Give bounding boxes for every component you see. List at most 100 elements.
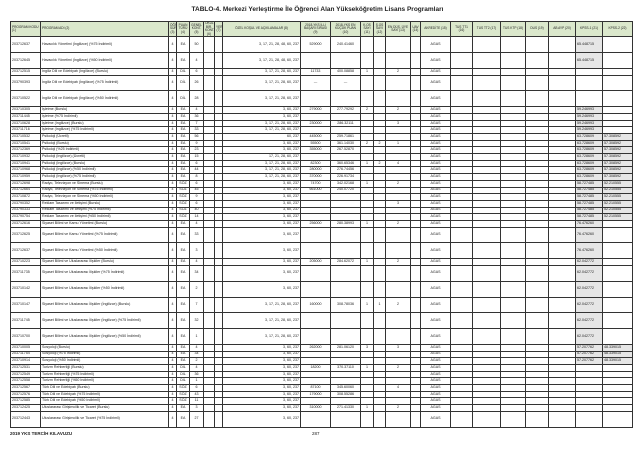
table-cell (214, 363, 223, 372)
table-cell (330, 226, 361, 244)
program-code-cell: 203712698 (10, 179, 41, 188)
table-cell (500, 312, 526, 330)
table-cell: 1 (385, 139, 411, 148)
table-cell (450, 74, 473, 92)
table-cell (410, 280, 421, 298)
table-cell (500, 384, 526, 392)
table-cell (548, 397, 576, 406)
table-cell: 63.728609 (575, 139, 603, 148)
program-code-cell: 203712585 (10, 397, 41, 406)
table-cell (385, 213, 411, 221)
table-cell (360, 357, 374, 365)
table-cell (472, 133, 501, 141)
table-cell (472, 199, 501, 208)
table-cell: 280.38993 (330, 219, 361, 228)
table-cell (203, 126, 215, 134)
table-cell: 4 (385, 159, 411, 168)
table-cell (360, 173, 374, 181)
table-cell (214, 312, 223, 330)
table-cell (500, 186, 526, 195)
table-row: 203712625 Siyaset Bilimi ve Kamu Yönetimi… (10, 226, 633, 244)
table-cell (410, 242, 421, 260)
table-cell: AGAS (420, 242, 451, 260)
table-cell (385, 133, 411, 141)
table-cell (500, 133, 526, 141)
table-cell (410, 206, 421, 215)
column-header: UAV (14) (410, 20, 421, 38)
column-header: AKREDİTE (15) (420, 20, 451, 38)
table-cell (214, 390, 223, 399)
table-cell (300, 126, 331, 134)
table-row: 203710541 Psikoloji (Burslu) 4 EA 9 3, 60, 23… (10, 139, 633, 148)
table-cell: AGAS (420, 193, 451, 201)
table-cell (373, 112, 386, 121)
table-cell (203, 139, 215, 148)
table-cell (214, 370, 223, 379)
table-row: 203790393 İngiliz Dili ve Edebiyatı (İngi… (10, 74, 633, 92)
table-cell (548, 213, 576, 221)
table-cell (214, 159, 223, 168)
table-cell: 17, 21, 28, 60, 237 (222, 153, 301, 161)
table-cell (300, 410, 331, 428)
table-cell: 4 (168, 296, 177, 314)
table-cell (450, 370, 473, 379)
table-cell: EA (176, 312, 190, 330)
table-cell (360, 119, 374, 128)
table-cell (360, 370, 374, 379)
table-cell: 87100 (300, 384, 331, 392)
table-cell (203, 397, 215, 406)
table-cell (203, 410, 215, 428)
table-cell (472, 159, 501, 168)
table-cell: 62.042772 (575, 264, 603, 282)
table-cell: 3 (189, 242, 204, 260)
table-cell: AGAS (420, 363, 451, 372)
program-code-cell: 203712558 (10, 377, 41, 385)
table-cell: AGAS (420, 106, 451, 114)
table-cell (472, 226, 501, 244)
table-cell (548, 328, 576, 345)
table-cell (330, 52, 361, 69)
table-cell (500, 213, 526, 221)
table-cell (575, 404, 603, 412)
table-cell (548, 219, 576, 228)
table-cell (500, 280, 526, 298)
table-cell: 256000 (300, 219, 331, 228)
table-cell (575, 397, 603, 406)
program-name-cell: İşletme (İngilizce) (Burslu) (40, 119, 169, 128)
table-cell (410, 363, 421, 372)
table-cell: 57.308592 (602, 159, 633, 168)
table-cell: 2 (360, 139, 374, 148)
table-cell (472, 112, 501, 121)
table-cell (410, 312, 421, 330)
table-cell (203, 357, 215, 365)
table-cell (472, 264, 501, 282)
table-cell: AGAS (420, 153, 451, 161)
table-cell (602, 67, 633, 76)
table-cell (300, 328, 331, 345)
table-cell: AGAS (420, 52, 451, 69)
table-cell (450, 242, 473, 260)
table-cell (548, 343, 576, 352)
table-cell (373, 264, 386, 282)
table-cell (472, 343, 501, 352)
table-row: 203710305 İşletme (Burslu) 4 EA 4 3, 60, 237 2… (10, 106, 633, 114)
table-cell (410, 159, 421, 168)
table-cell: 3, 60, 237 (222, 146, 301, 155)
table-cell: 3, 60, 237 (222, 193, 301, 201)
table-cell: EA (176, 357, 190, 365)
table-cell (525, 397, 549, 406)
table-cell: 226.91734 (330, 173, 361, 181)
table-cell (373, 350, 386, 359)
table-row: 203710223 Siyaset Bilimi ve Uluslararası … (10, 258, 633, 266)
table-cell: 361.14030 (330, 139, 361, 148)
table-cell (214, 153, 223, 161)
table-cell: 529000 (300, 36, 331, 54)
table-cell (373, 52, 386, 69)
table-cell: 9 (189, 193, 204, 201)
table-cell (525, 173, 549, 181)
table-cell (602, 410, 633, 428)
table-cell: 240.41460 (330, 36, 361, 54)
table-cell (575, 384, 603, 392)
table-cell (300, 397, 331, 406)
table-cell (203, 106, 215, 114)
